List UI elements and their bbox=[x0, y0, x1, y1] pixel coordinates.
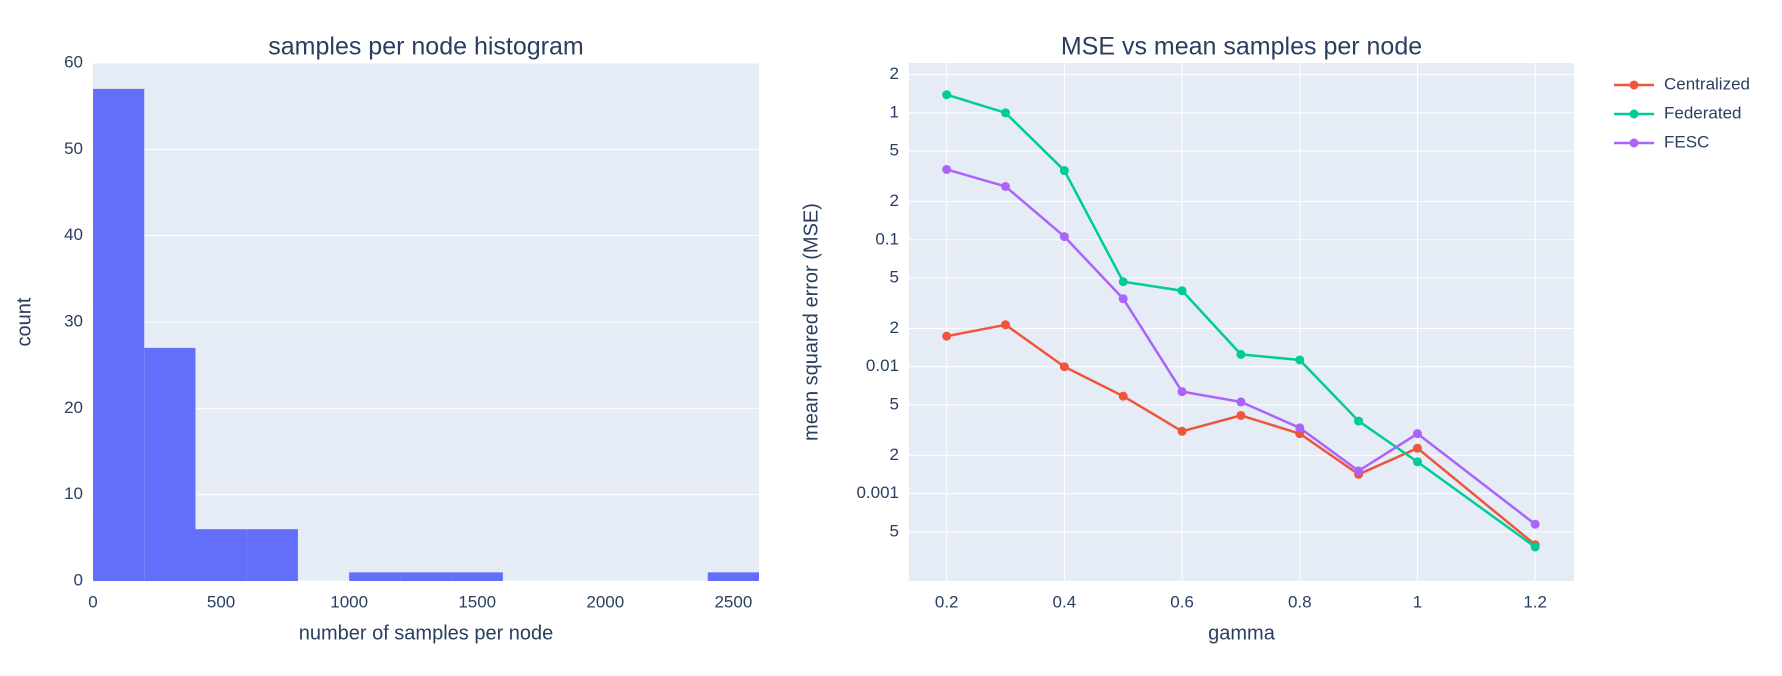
x-tick-label: 2000 bbox=[586, 592, 624, 611]
chart-title: MSE vs mean samples per node bbox=[1061, 33, 1422, 61]
bar bbox=[707, 572, 759, 581]
x-tick-label: 1000 bbox=[330, 592, 368, 611]
point bbox=[1236, 349, 1246, 359]
y-tick-label: 20 bbox=[64, 398, 83, 417]
legend-marker bbox=[1629, 138, 1639, 148]
point bbox=[1118, 294, 1128, 304]
y-tick-label: 0.001 bbox=[856, 483, 899, 502]
bar bbox=[93, 88, 145, 582]
point bbox=[1236, 410, 1246, 420]
y-tick-label: 2 bbox=[890, 191, 899, 210]
y-tick-label: 2 bbox=[890, 318, 899, 337]
legend-label: Centralized bbox=[1664, 74, 1750, 93]
y-tick-label: 0.1 bbox=[875, 229, 899, 248]
point bbox=[942, 164, 952, 174]
bar bbox=[400, 572, 452, 581]
bar bbox=[349, 572, 401, 581]
point bbox=[1059, 166, 1069, 176]
x-tick-label: 500 bbox=[207, 592, 235, 611]
y-tick-label: 1 bbox=[890, 102, 899, 121]
point bbox=[1177, 387, 1187, 397]
x-tick-label: 0 bbox=[88, 592, 97, 611]
point bbox=[1295, 423, 1305, 433]
legend-marker bbox=[1629, 109, 1639, 119]
legend-label: FESC bbox=[1664, 132, 1709, 151]
point bbox=[1059, 362, 1069, 372]
y-tick-label: 5 bbox=[890, 521, 899, 540]
x-tick-label: 0.6 bbox=[1170, 592, 1194, 611]
point bbox=[1059, 232, 1069, 242]
y-tick-label: 50 bbox=[64, 139, 83, 158]
bar bbox=[195, 529, 247, 581]
point bbox=[1412, 443, 1422, 453]
point bbox=[1118, 391, 1128, 401]
y-tick-label: 0.01 bbox=[866, 356, 899, 375]
point bbox=[1530, 542, 1540, 552]
point bbox=[1412, 457, 1422, 467]
x-axis-title: gamma bbox=[1208, 622, 1276, 644]
y-tick-label: 40 bbox=[64, 225, 83, 244]
bar bbox=[451, 572, 503, 581]
series-line bbox=[946, 323, 1536, 546]
y-tick-label: 30 bbox=[64, 311, 83, 330]
y-tick-label: 5 bbox=[890, 141, 899, 160]
point bbox=[1001, 108, 1011, 118]
y-tick-label: 2 bbox=[890, 445, 899, 464]
x-tick-label: 0.4 bbox=[1053, 592, 1077, 611]
x-tick-label: 1.2 bbox=[1523, 592, 1547, 611]
x-tick-label: 1 bbox=[1413, 592, 1422, 611]
y-tick-label: 2 bbox=[890, 64, 899, 83]
x-tick-label: 1500 bbox=[458, 592, 496, 611]
bar bbox=[144, 347, 196, 581]
legend-label: Federated bbox=[1664, 103, 1742, 122]
point bbox=[1177, 286, 1187, 296]
point bbox=[1354, 416, 1364, 426]
point bbox=[1001, 181, 1011, 191]
point bbox=[1236, 397, 1246, 407]
y-axis-title: count bbox=[13, 297, 35, 346]
point bbox=[1177, 426, 1187, 436]
point bbox=[942, 331, 952, 341]
y-tick-label: 10 bbox=[64, 484, 83, 503]
point bbox=[1354, 466, 1364, 476]
series-line bbox=[946, 93, 1536, 548]
y-tick-label: 60 bbox=[64, 52, 83, 71]
x-tick-label: 2500 bbox=[714, 592, 752, 611]
x-tick-label: 0.2 bbox=[935, 592, 959, 611]
y-tick-label: 0 bbox=[74, 570, 83, 589]
y-tick-label: 5 bbox=[890, 394, 899, 413]
chart-title: samples per node histogram bbox=[268, 33, 583, 61]
point bbox=[1118, 277, 1128, 287]
point bbox=[942, 90, 952, 100]
y-axis-title: mean squared error (MSE) bbox=[800, 203, 822, 441]
legend-marker bbox=[1629, 80, 1639, 90]
series-line bbox=[946, 168, 1536, 526]
point bbox=[1001, 320, 1011, 330]
y-tick-label: 5 bbox=[890, 267, 899, 286]
point bbox=[1412, 429, 1422, 439]
x-axis-title: number of samples per node bbox=[299, 622, 554, 644]
point bbox=[1530, 519, 1540, 529]
bar bbox=[246, 529, 298, 581]
point bbox=[1295, 355, 1305, 365]
x-tick-label: 0.8 bbox=[1288, 592, 1312, 611]
